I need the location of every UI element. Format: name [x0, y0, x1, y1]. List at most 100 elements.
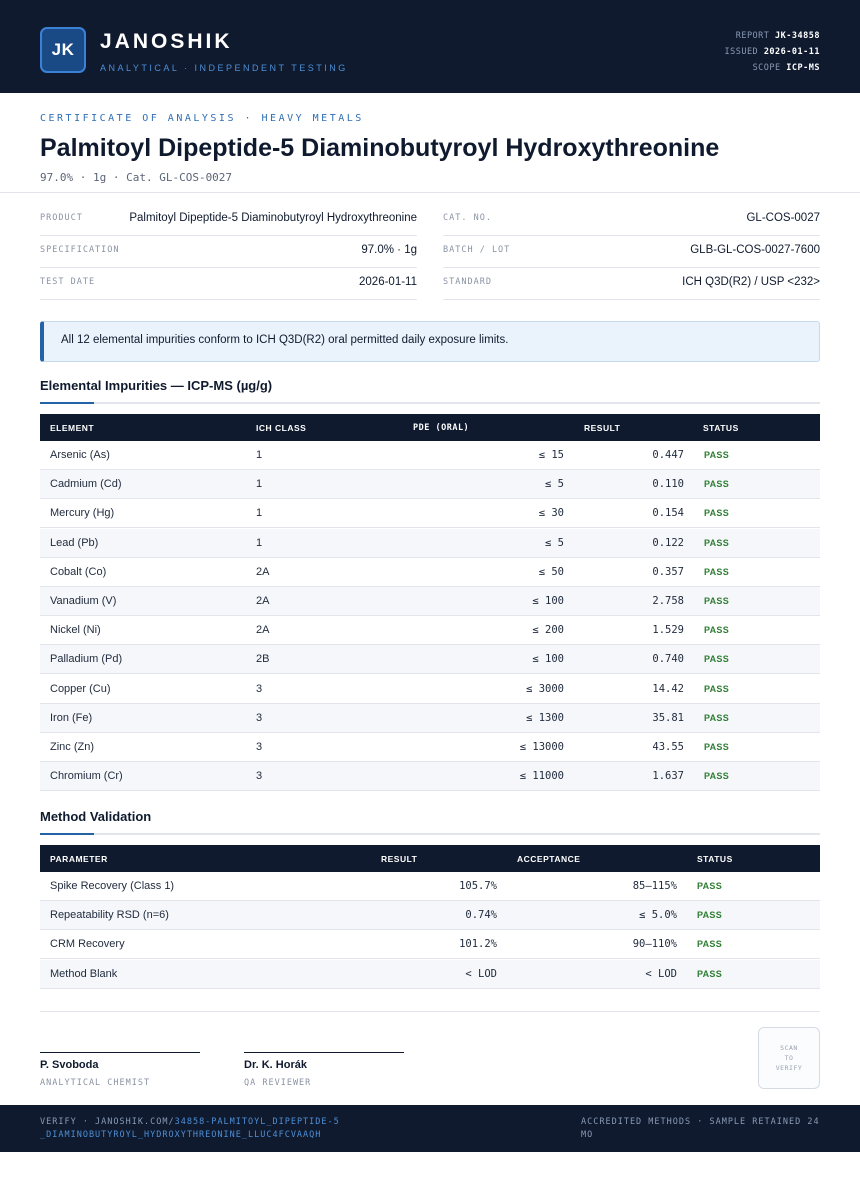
element-name: Arsenic (As) [50, 449, 110, 461]
specification-value: 97.0% · 1g [361, 244, 417, 256]
report-number: JK-34858 [775, 31, 820, 41]
table-row: Palladium (Pd) 2B ≤ 100 0.740 PASS [40, 645, 820, 675]
info-row-specification: SPECIFICATION 97.0% · 1g [40, 236, 417, 268]
info-row-catalog: CAT. NO. GL-COS-0027 [443, 204, 820, 236]
verify-link-block: VERIFY · JANOSHIK.COM/34858-PALMITOYL_DI… [40, 1116, 340, 1142]
result-value: 0.357 [652, 565, 684, 578]
table-row: Cobalt (Co) 2A ≤ 50 0.357 PASS [40, 558, 820, 587]
divider [40, 1011, 820, 1012]
scope-value: ICP-MS [786, 63, 820, 73]
result-value: 0.740 [652, 653, 684, 666]
col-parameter: PARAMETER [50, 854, 108, 864]
element-name: Palladium (Pd) [50, 653, 123, 666]
table-row: Mercury (Hg) 1 ≤ 30 0.154 PASS [40, 499, 820, 529]
status-badge: PASS [704, 479, 730, 490]
element-name: Lead (Pb) [50, 536, 99, 549]
table-row: Copper (Cu) 3 ≤ 3000 14.42 PASS [40, 675, 820, 704]
result-value: 0.122 [652, 536, 684, 549]
status-badge: PASS [704, 537, 730, 548]
product-label: PRODUCT [40, 213, 83, 223]
table-row: Chromium (Cr) 3 ≤ 11000 1.637 PASS [40, 762, 820, 792]
validation-table-header: PARAMETER RESULT ACCEPTANCE STATUS [40, 845, 820, 872]
table-row: Method Blank < LOD < LOD PASS [40, 959, 820, 989]
impurities-section-title: Elemental Impurities — ICP-MS (µg/g) [40, 378, 273, 393]
pde-limit: ≤ 100 [532, 595, 564, 607]
issued-date: 2026-01-11 [763, 47, 820, 57]
col-status: STATUS [703, 423, 739, 433]
section-rule [40, 402, 820, 404]
ich-class: 2A [256, 624, 270, 637]
callout-text: All 12 elemental impurities conform to I… [61, 334, 509, 346]
report-label: REPORT [735, 31, 770, 41]
table-row: CRM Recovery 101.2% 90–110% PASS [40, 930, 820, 960]
result-value: 0.110 [652, 478, 684, 491]
pde-limit: ≤ 5 [545, 536, 564, 549]
acceptance-value: 85–115% [632, 880, 677, 892]
batch-label: BATCH / LOT [443, 245, 511, 255]
footer-note: ACCREDITED METHODS · SAMPLE RETAINED 24 … [581, 1117, 820, 1140]
table-row: Zinc (Zn) 3 ≤ 13000 43.55 PASS [40, 733, 820, 762]
result-value: 1.529 [652, 624, 684, 637]
product-value: Palmitoyl Dipeptide-5 Diaminobutyroyl Hy… [129, 212, 417, 224]
status-badge: PASS [704, 771, 730, 782]
table-row: Cadmium (Cd) 1 ≤ 5 0.110 PASS [40, 470, 820, 500]
col-result: RESULT [381, 854, 418, 864]
pde-limit: ≤ 100 [532, 653, 564, 666]
parameter-name: Repeatability RSD (n=6) [50, 909, 169, 922]
ich-class: 1 [256, 478, 263, 491]
pde-limit: ≤ 50 [538, 565, 564, 578]
ich-class: 3 [256, 711, 263, 724]
ich-class: 1 [256, 536, 263, 549]
scope-label: SCOPE [752, 63, 781, 73]
catalog-label: CAT. NO. [443, 213, 492, 223]
catalog-value: GL-COS-0027 [746, 212, 820, 224]
parameter-name: Spike Recovery (Class 1) [50, 880, 175, 892]
acceptance-value: ≤ 5.0% [639, 909, 677, 922]
qr-text: SCAN TO VERIFY [775, 1044, 803, 1072]
verify-qr-placeholder[interactable]: SCAN TO VERIFY [758, 1027, 820, 1089]
element-name: Cobalt (Co) [50, 565, 107, 578]
status-badge: PASS [704, 625, 730, 636]
pde-limit: ≤ 3000 [526, 682, 564, 695]
status-badge: PASS [697, 881, 723, 891]
section-rule [40, 833, 820, 835]
table-row: Spike Recovery (Class 1) 105.7% 85–115% PAS… [40, 872, 820, 901]
status-badge: PASS [704, 712, 730, 723]
status-badge: PASS [697, 968, 723, 979]
ich-class: 2A [256, 565, 270, 578]
specification-label: SPECIFICATION [40, 245, 120, 255]
acceptance-value: 90–110% [632, 938, 677, 951]
col-result: RESULT [584, 423, 621, 433]
report-meta: REPORT JK-34858 ISSUED 2026-01-11 SCOPE … [724, 28, 820, 76]
page-title: Palmitoyl Dipeptide-5 Diaminobutyroyl Hy… [40, 134, 720, 162]
brand-logo: JK [40, 27, 86, 73]
report-header: JK JANOSHIK ANALYTICAL · INDEPENDENT TES… [0, 0, 860, 93]
col-element: ELEMENT [50, 423, 95, 433]
product-subline: 97.0% · 1g · Cat. GL-COS-0027 [40, 171, 233, 184]
info-row-batch: BATCH / LOT GLB-GL-COS-0027-7600 [443, 236, 820, 268]
result-value: 43.55 [652, 741, 684, 753]
status-badge: PASS [704, 742, 730, 752]
result-value: 101.2% [459, 938, 497, 951]
status-badge: PASS [704, 566, 730, 577]
ich-class: 3 [256, 741, 263, 753]
acceptance-value: < LOD [645, 967, 677, 980]
standard-label: STANDARD [443, 277, 492, 287]
issued-label: ISSUED [724, 47, 759, 57]
element-name: Iron (Fe) [50, 711, 93, 724]
info-row-test-date: TEST DATE 2026-01-11 [40, 268, 417, 300]
divider [0, 192, 860, 193]
batch-value: GLB-GL-COS-0027-7600 [690, 244, 820, 256]
verify-prefix: VERIFY · JANOSHIK.COM/ [40, 1117, 175, 1127]
test-date-value: 2026-01-11 [359, 276, 417, 288]
element-name: Nickel (Ni) [50, 624, 101, 637]
verify-link[interactable]: 34858-PALMITOYL_DIPEPTIDE-5_DIAMINOBUTYR… [40, 1117, 340, 1140]
validation-section-title: Method Validation [40, 809, 152, 824]
ich-class: 1 [256, 449, 263, 461]
table-row: Repeatability RSD (n=6) 0.74% ≤ 5.0% PASS [40, 901, 820, 931]
pde-limit: ≤ 1300 [526, 711, 564, 724]
element-name: Cadmium (Cd) [50, 478, 122, 491]
standard-value: ICH Q3D(R2) / USP <232> [682, 276, 820, 288]
status-badge: PASS [704, 450, 730, 460]
table-row: Arsenic (As) 1 ≤ 15 0.447 PASS [40, 441, 820, 470]
